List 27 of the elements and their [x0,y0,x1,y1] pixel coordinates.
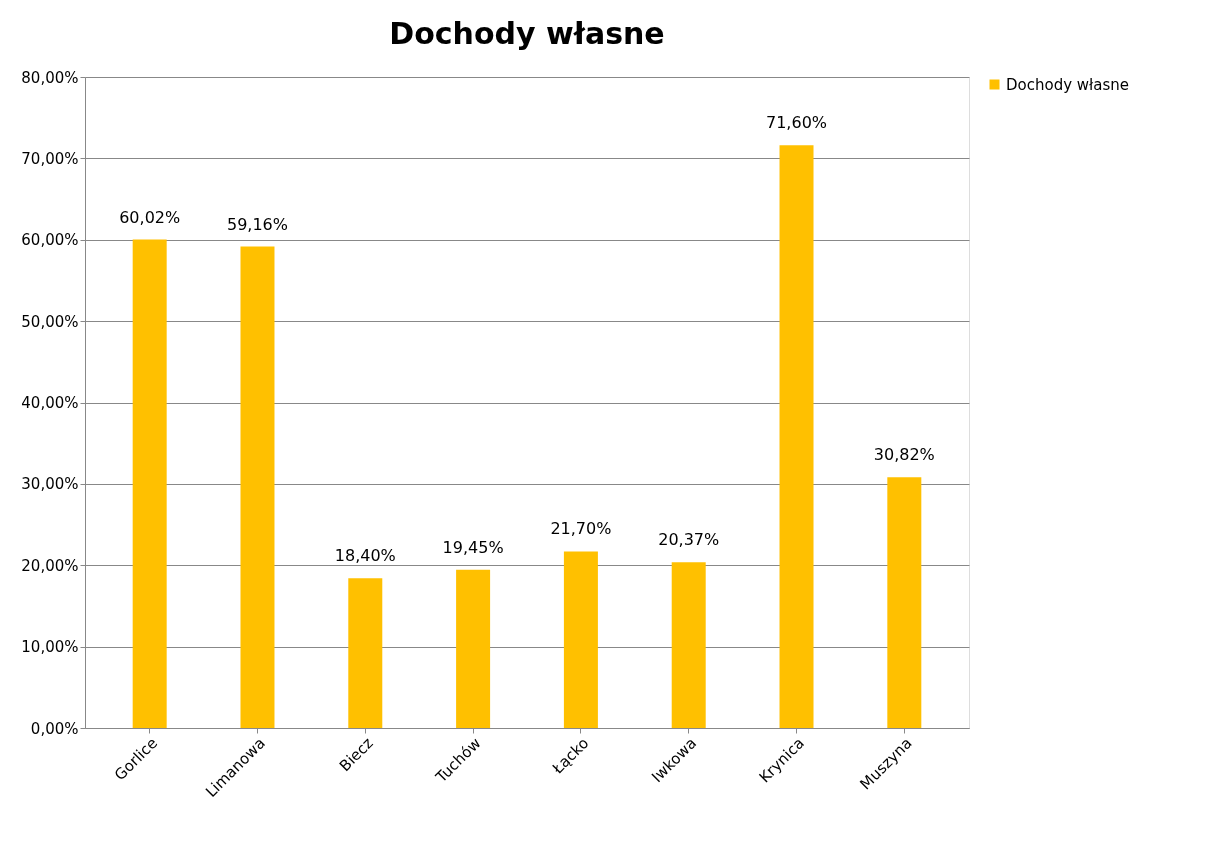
data-label: 60,02% [119,207,181,227]
y-tick-label: 0,00% [30,719,79,738]
bar [132,239,167,728]
y-tick-label: 10,00% [21,638,79,657]
bar [456,569,491,728]
bar [887,477,922,728]
bar [240,246,275,728]
legend-label: Dochody własne [1006,75,1130,94]
data-label: 19,45% [442,537,504,557]
data-label: 59,16% [226,214,288,234]
data-label: 18,40% [334,546,396,566]
data-label: 71,60% [766,113,828,133]
bar [348,578,383,728]
bar [779,145,814,728]
y-tick-label: 40,00% [21,394,79,412]
y-tick-label: 30,00% [21,475,79,494]
y-tick-label: 50,00% [21,312,79,331]
bar [671,562,706,728]
bar [563,551,598,728]
data-label: 30,82% [873,445,935,465]
y-tick-label: 20,00% [21,556,79,575]
data-label: 21,70% [550,519,612,539]
y-tick-label: 60,00% [21,231,79,250]
chart-title: Dochody własne [389,16,665,51]
y-tick-label: 80,00% [21,68,79,87]
data-label: 20,37% [658,530,720,550]
y-tick-label: 70,00% [21,149,79,168]
